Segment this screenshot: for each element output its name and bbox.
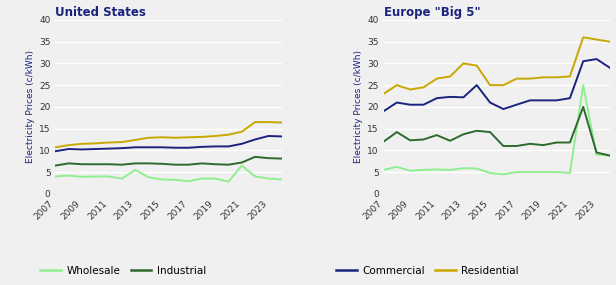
Legend: Wholesale, Industrial: Wholesale, Industrial — [36, 261, 210, 280]
Y-axis label: Electricity Prices (c/kWh): Electricity Prices (c/kWh) — [354, 50, 363, 163]
Y-axis label: Electricity Prices (c/kWh): Electricity Prices (c/kWh) — [26, 50, 35, 163]
Legend: Commercial, Residential: Commercial, Residential — [331, 261, 523, 280]
Text: Europe "Big 5": Europe "Big 5" — [384, 6, 480, 19]
Text: United States: United States — [55, 6, 147, 19]
